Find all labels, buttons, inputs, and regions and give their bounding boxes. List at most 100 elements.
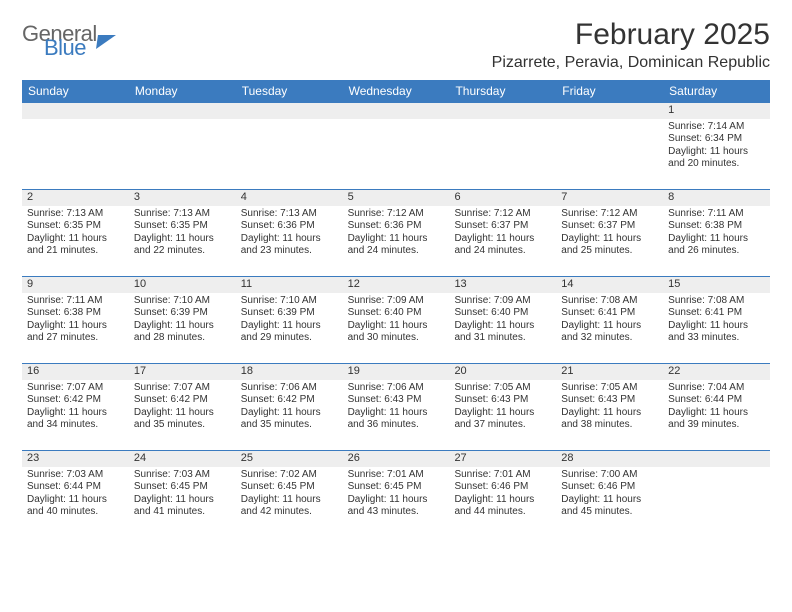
day-body: Sunrise: 7:12 AMSunset: 6:37 PMDaylight:… <box>449 206 556 262</box>
day-line: Sunset: 6:43 PM <box>454 394 551 407</box>
day-cell: 1Sunrise: 7:14 AMSunset: 6:34 PMDaylight… <box>663 103 770 189</box>
day-body: Sunrise: 7:01 AMSunset: 6:46 PMDaylight:… <box>449 467 556 523</box>
day-line: Sunset: 6:41 PM <box>668 307 765 320</box>
day-cell: 8Sunrise: 7:11 AMSunset: 6:38 PMDaylight… <box>663 190 770 276</box>
day-cell <box>343 103 450 189</box>
day-cell: 20Sunrise: 7:05 AMSunset: 6:43 PMDayligh… <box>449 364 556 450</box>
day-number: 21 <box>556 364 663 380</box>
day-line: Sunrise: 7:06 AM <box>348 382 445 395</box>
day-cell <box>663 451 770 537</box>
day-line: Sunrise: 7:08 AM <box>561 295 658 308</box>
logo: General Blue <box>22 24 115 58</box>
day-line: and 27 minutes. <box>27 332 124 345</box>
day-line: and 40 minutes. <box>27 506 124 519</box>
day-line: Sunrise: 7:01 AM <box>454 469 551 482</box>
day-line: Sunrise: 7:04 AM <box>668 382 765 395</box>
day-line: Daylight: 11 hours <box>561 494 658 507</box>
day-line: Sunset: 6:42 PM <box>241 394 338 407</box>
month-title: February 2025 <box>492 18 770 52</box>
day-number: 19 <box>343 364 450 380</box>
day-cell <box>449 103 556 189</box>
day-body: Sunrise: 7:10 AMSunset: 6:39 PMDaylight:… <box>236 293 343 349</box>
empty-day-bar <box>236 103 343 119</box>
day-cell: 5Sunrise: 7:12 AMSunset: 6:36 PMDaylight… <box>343 190 450 276</box>
day-number: 28 <box>556 451 663 467</box>
day-body: Sunrise: 7:07 AMSunset: 6:42 PMDaylight:… <box>129 380 236 436</box>
day-number: 2 <box>22 190 129 206</box>
day-line: Daylight: 11 hours <box>561 407 658 420</box>
day-cell: 26Sunrise: 7:01 AMSunset: 6:45 PMDayligh… <box>343 451 450 537</box>
day-body: Sunrise: 7:05 AMSunset: 6:43 PMDaylight:… <box>556 380 663 436</box>
day-line: and 21 minutes. <box>27 245 124 258</box>
day-line: Sunrise: 7:09 AM <box>454 295 551 308</box>
day-body: Sunrise: 7:12 AMSunset: 6:37 PMDaylight:… <box>556 206 663 262</box>
day-cell: 2Sunrise: 7:13 AMSunset: 6:35 PMDaylight… <box>22 190 129 276</box>
day-number: 8 <box>663 190 770 206</box>
day-cell: 25Sunrise: 7:02 AMSunset: 6:45 PMDayligh… <box>236 451 343 537</box>
day-line: Daylight: 11 hours <box>348 494 445 507</box>
day-body: Sunrise: 7:05 AMSunset: 6:43 PMDaylight:… <box>449 380 556 436</box>
day-line: Sunset: 6:39 PM <box>134 307 231 320</box>
day-body: Sunrise: 7:13 AMSunset: 6:35 PMDaylight:… <box>22 206 129 262</box>
day-line: and 38 minutes. <box>561 419 658 432</box>
day-cell: 28 Sunrise: 7:00 AMSunset: 6:46 PMDayligh… <box>556 451 663 537</box>
day-line: Sunset: 6:46 PM <box>561 481 658 494</box>
day-line: and 37 minutes. <box>454 419 551 432</box>
day-line: and 26 minutes. <box>668 245 765 258</box>
weeks-container: 1Sunrise: 7:14 AMSunset: 6:34 PMDaylight… <box>22 102 770 537</box>
day-body: Sunrise: 7:03 AMSunset: 6:45 PMDaylight:… <box>129 467 236 523</box>
day-number: 23 <box>22 451 129 467</box>
day-line: Sunset: 6:36 PM <box>348 220 445 233</box>
weekday-header: Sunday <box>22 80 129 102</box>
week-row: 16Sunrise: 7:07 AMSunset: 6:42 PMDayligh… <box>22 363 770 450</box>
day-line: Sunset: 6:40 PM <box>454 307 551 320</box>
day-number: 18 <box>236 364 343 380</box>
day-body: Sunrise: 7:13 AMSunset: 6:35 PMDaylight:… <box>129 206 236 262</box>
day-cell: 15Sunrise: 7:08 AMSunset: 6:41 PMDayligh… <box>663 277 770 363</box>
day-line: Daylight: 11 hours <box>241 494 338 507</box>
day-line: Daylight: 11 hours <box>241 407 338 420</box>
title-block: February 2025 Pizarrete, Peravia, Domini… <box>492 18 770 72</box>
day-line: Daylight: 11 hours <box>561 233 658 246</box>
day-line: Sunrise: 7:00 AM <box>561 469 658 482</box>
day-cell: 13Sunrise: 7:09 AMSunset: 6:40 PMDayligh… <box>449 277 556 363</box>
day-body: Sunrise: 7:08 AMSunset: 6:41 PMDaylight:… <box>556 293 663 349</box>
day-body: Sunrise: 7:09 AMSunset: 6:40 PMDaylight:… <box>343 293 450 349</box>
day-body: Sunrise: 7:07 AMSunset: 6:42 PMDaylight:… <box>22 380 129 436</box>
day-line: Sunrise: 7:01 AM <box>348 469 445 482</box>
empty-day-bar <box>343 103 450 119</box>
day-line: and 33 minutes. <box>668 332 765 345</box>
weekday-header: Friday <box>556 80 663 102</box>
day-number: 3 <box>129 190 236 206</box>
day-number: 13 <box>449 277 556 293</box>
day-line: Sunrise: 7:05 AM <box>454 382 551 395</box>
day-line: and 31 minutes. <box>454 332 551 345</box>
day-line: Daylight: 11 hours <box>241 233 338 246</box>
day-number: 10 <box>129 277 236 293</box>
day-number: 16 <box>22 364 129 380</box>
day-line: Sunrise: 7:13 AM <box>241 208 338 221</box>
day-number: 26 <box>343 451 450 467</box>
day-line: and 25 minutes. <box>561 245 658 258</box>
day-body: Sunrise: 7:01 AMSunset: 6:45 PMDaylight:… <box>343 467 450 523</box>
day-line: Sunrise: 7:13 AM <box>27 208 124 221</box>
day-cell: 17Sunrise: 7:07 AMSunset: 6:42 PMDayligh… <box>129 364 236 450</box>
day-number: 4 <box>236 190 343 206</box>
day-line: Daylight: 11 hours <box>134 494 231 507</box>
day-number: 11 <box>236 277 343 293</box>
day-cell: 14Sunrise: 7:08 AMSunset: 6:41 PMDayligh… <box>556 277 663 363</box>
day-line: Daylight: 11 hours <box>134 407 231 420</box>
logo-text: General Blue <box>22 24 97 58</box>
day-line: Sunrise: 7:08 AM <box>668 295 765 308</box>
day-line: and 43 minutes. <box>348 506 445 519</box>
weekday-header: Wednesday <box>343 80 450 102</box>
day-body: Sunrise: 7:11 AMSunset: 6:38 PMDaylight:… <box>663 206 770 262</box>
day-number: 22 <box>663 364 770 380</box>
day-line: and 35 minutes. <box>134 419 231 432</box>
day-line: Sunset: 6:37 PM <box>561 220 658 233</box>
day-cell: 27Sunrise: 7:01 AMSunset: 6:46 PMDayligh… <box>449 451 556 537</box>
empty-day-bar <box>556 103 663 119</box>
day-cell: 19Sunrise: 7:06 AMSunset: 6:43 PMDayligh… <box>343 364 450 450</box>
day-line: Sunrise: 7:05 AM <box>561 382 658 395</box>
week-row: 1Sunrise: 7:14 AMSunset: 6:34 PMDaylight… <box>22 102 770 189</box>
